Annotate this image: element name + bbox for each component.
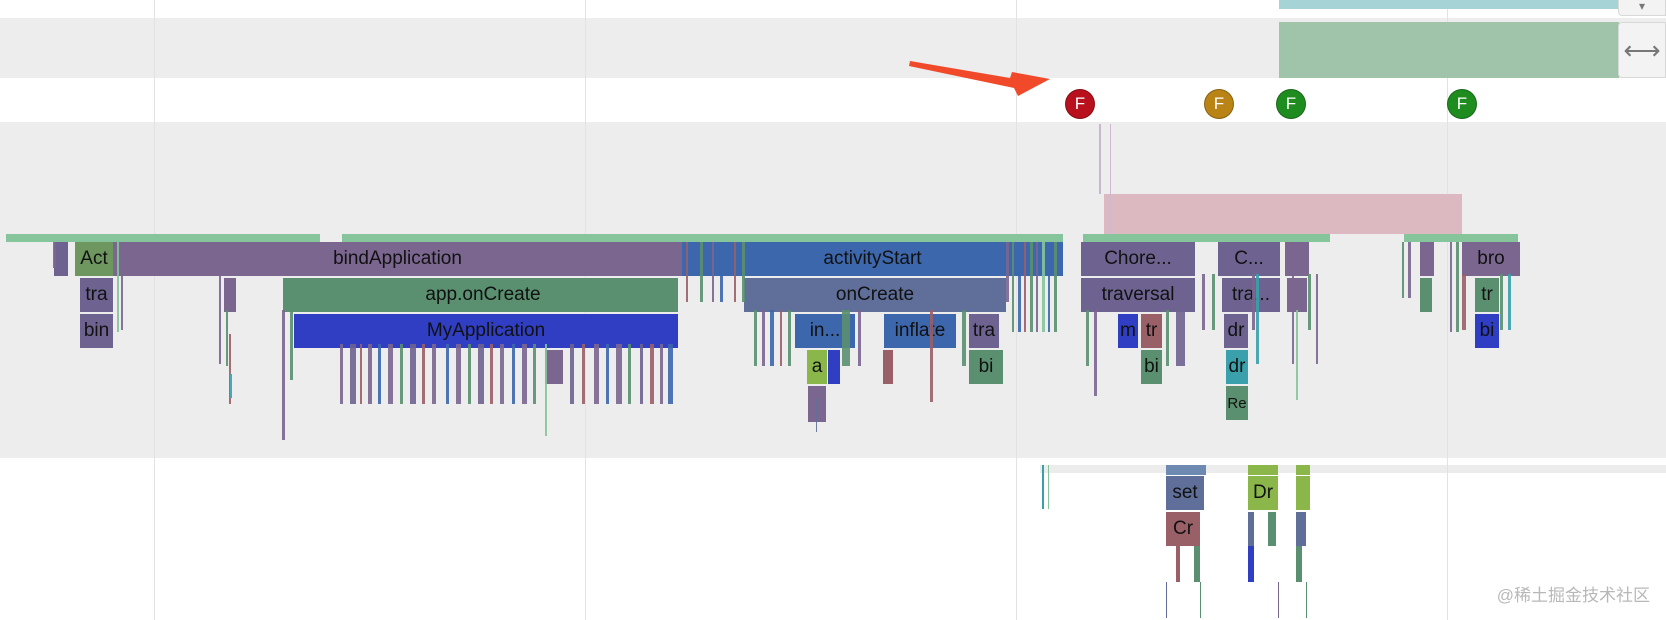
slice-bi[interactable]: bi [1475,314,1499,348]
slice-small[interactable] [1200,582,1201,618]
thread-state-gap [320,234,342,242]
slice-tr[interactable]: tr [1475,278,1499,312]
annotation-arrow [909,61,1050,96]
grid-line [1447,0,1448,620]
slice-small[interactable] [883,350,893,384]
slice-tra-ellipsis[interactable]: tra... [1222,278,1280,312]
slice-a[interactable]: a [807,350,827,384]
slice-small[interactable] [224,278,236,312]
grid-line [1016,0,1017,620]
zoom-fit-button[interactable]: ⟷ [1618,22,1666,78]
slice-bi-3[interactable]: bi [1141,350,1162,384]
dense-slice-cluster [53,242,1511,440]
slice-re[interactable]: Re [1226,386,1248,420]
lower-track-tick [1296,465,1310,475]
slice-bi-2[interactable]: bi [969,350,1003,384]
expand-button[interactable]: ▾ [1618,0,1666,16]
slice-small[interactable] [1166,582,1167,618]
slice-cr[interactable]: Cr [1166,512,1200,546]
slice-small[interactable] [1194,546,1200,582]
counter-track-cyan [1279,0,1619,9]
slice-small[interactable] [545,350,563,384]
slice-small[interactable] [1268,512,1276,546]
slice-small[interactable] [1296,546,1302,582]
slice-c-short[interactable]: C... [1218,242,1280,276]
frame-marker-good-green[interactable]: F [1276,89,1306,119]
slice-small[interactable] [1296,476,1310,510]
slice-act[interactable]: Act [75,242,113,276]
lower-track-tick [1048,465,1049,509]
frame-timeline-tick [1110,124,1111,234]
thread-state-gap [1063,234,1083,242]
slice-small[interactable] [1306,582,1307,618]
slice-tra-2[interactable]: tra [969,314,999,348]
slice-dr-2[interactable]: dr [1226,350,1248,384]
slice-small[interactable] [828,350,840,384]
slice-activity-start[interactable]: activityStart [682,242,1063,276]
slice-small[interactable] [283,278,288,312]
slice-small[interactable] [1176,546,1180,582]
slice-small[interactable] [1285,242,1309,276]
slice-dr-3[interactable]: Dr [1248,476,1278,510]
slice-small[interactable] [1420,242,1434,276]
slice-bro[interactable]: bro [1462,242,1520,276]
slice-my-application[interactable]: MyApplication [294,314,678,348]
frame-timeline-block [1104,194,1462,234]
slice-small[interactable] [1420,278,1432,312]
horizontal-resize-icon: ⟷ [1623,34,1661,65]
slice-small[interactable] [1296,512,1306,546]
slice-tra[interactable]: tra [80,278,113,312]
slice-small[interactable] [54,242,68,276]
frame-timeline-tick [1099,124,1101,194]
thread-state-strip [6,234,1518,242]
slice-small[interactable] [1278,582,1279,618]
track-band-lower [1040,465,1666,473]
lower-track-tick [1042,465,1044,509]
slice-dr[interactable]: dr [1224,314,1248,348]
slice-tr-2[interactable]: tr [1141,314,1162,348]
slice-traversal[interactable]: traversal [1081,278,1195,312]
grid-line [154,0,155,620]
slice-bin[interactable]: bin [80,314,113,348]
slice-choreographer[interactable]: Chore... [1081,242,1195,276]
counter-track-green [1279,22,1619,78]
slice-set[interactable]: set [1166,476,1204,510]
lower-track-tick [1166,465,1206,475]
slice-on-create[interactable]: onCreate [744,278,1006,312]
frame-marker-janky-red[interactable]: F [1065,89,1095,119]
slice-app-on-create[interactable]: app.onCreate [288,278,678,312]
slice-m[interactable]: m [1118,314,1138,348]
frame-marker-good-green[interactable]: F [1447,89,1477,119]
slice-small[interactable] [1248,512,1254,546]
thread-state-gap [1330,234,1404,242]
frame-marker-late-orange[interactable]: F [1204,89,1234,119]
lower-track-tick [1248,465,1278,475]
chevron-down-icon: ▾ [1638,0,1646,13]
slice-small[interactable] [1248,546,1254,582]
slice-bind-application[interactable]: bindApplication [113,242,682,276]
watermark: @稀土掘金技术社区 [1496,586,1650,605]
